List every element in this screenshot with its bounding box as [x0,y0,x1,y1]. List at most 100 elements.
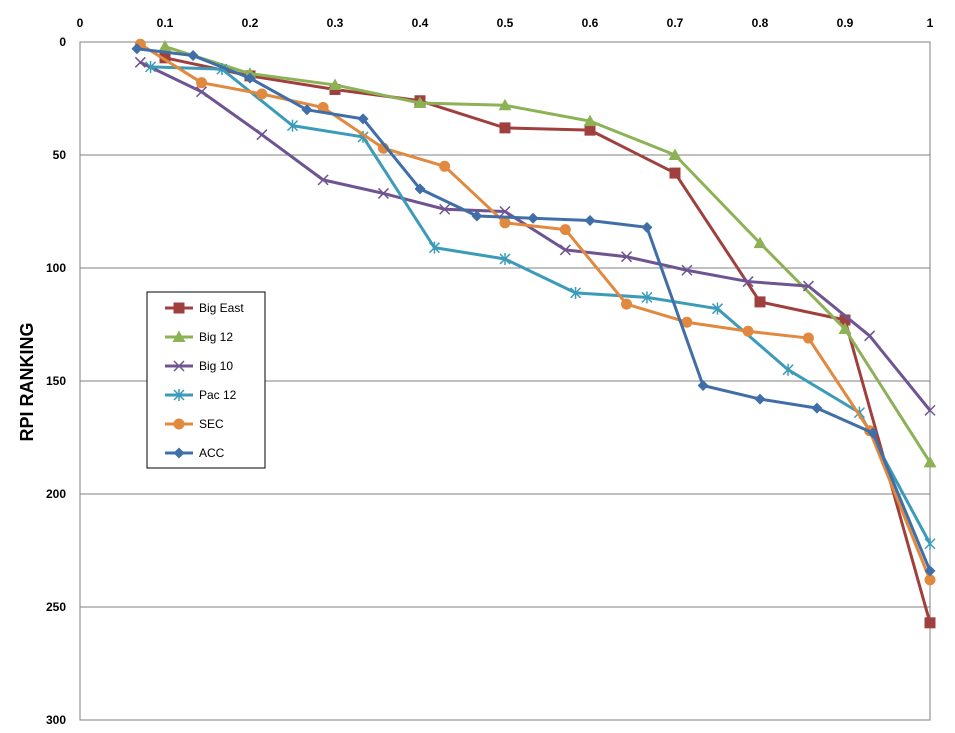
data-point-big-10 [499,205,511,218]
data-point-big-east [159,52,171,64]
series-line-pac-12 [150,65,932,545]
data-point-big-10 [681,264,693,276]
x-axis-tick-labels: 0 0.1 0.2 0.3 0.4 0.5 0.6 0.7 0.8 0.9 1 [77,16,934,30]
data-point-pac-12 [428,241,440,254]
legend-item-acc: ACC [165,446,225,460]
x-tick-label: 0.8 [752,16,769,30]
y-tick-label: 200 [46,487,66,501]
data-point-big-12 [583,114,597,127]
data-point-big-12 [158,40,172,52]
data-point-sec [256,88,268,100]
data-point-acc [697,380,709,392]
x-tick-label: 1 [927,16,934,30]
data-point-big-10 [134,56,146,68]
data-point-sec [196,77,208,89]
data-point-big-east [669,167,681,179]
data-point-big-10 [439,203,451,215]
data-point-sec [559,224,571,236]
x-tick-label: 0 [77,16,84,30]
series-line-big-12 [164,45,932,464]
data-point-big-10 [924,404,936,416]
x-tick-label: 0.6 [582,16,599,30]
legend-label: Pac 12 [199,388,237,402]
data-point-big-east [924,617,936,629]
series-acc [131,43,936,577]
data-point-acc [754,393,766,405]
data-point-big-10 [317,174,329,186]
legend-item-big-10: Big 10 [165,359,233,373]
y-tick-label: 0 [59,35,66,49]
data-point-big-12 [413,96,427,109]
data-point-sec [924,574,936,586]
legend-item-big-12: Big 12 [165,330,233,344]
data-point-acc [527,212,539,224]
data-point-sec [621,298,633,310]
legend-swatch-marker [173,418,185,430]
data-point-acc [414,183,426,195]
y-axis-label: RPI RANKING [17,322,37,441]
plot-area-frame [79,41,931,721]
x-tick-label: 0.5 [497,16,514,30]
data-point-acc [641,221,653,233]
data-point-acc [187,50,199,62]
y-tick-label: 50 [53,148,67,162]
x-tick-label: 0.2 [242,16,259,30]
y-axis-tick-labels: 0 50 100 150 200 250 300 [46,35,66,727]
data-point-big-10 [196,86,208,98]
legend-swatch-marker [173,447,185,459]
series-big-east [159,52,936,629]
series-line-sec [139,42,932,581]
legend-label: Big 10 [199,359,233,373]
series-big-12 [158,40,937,468]
legend-label: SEC [199,417,224,431]
data-point-acc [357,113,369,125]
legend-item-big-east: Big East [165,301,244,315]
legend-swatch-marker [173,302,185,314]
data-point-acc [471,210,483,222]
data-point-acc [301,104,313,116]
series-line-big-10 [139,60,932,412]
data-point-pac-12 [711,302,724,315]
data-point-pac-12 [499,252,511,265]
legend-item-sec: SEC [165,417,224,431]
legend-label: ACC [199,446,225,460]
data-point-pac-12 [641,291,653,304]
data-point-big-12 [668,148,682,160]
data-point-big-10 [742,276,754,288]
data-point-sec [681,316,693,328]
legend-label: Big 12 [199,330,233,344]
data-point-big-12 [328,78,342,90]
legend-swatch-marker [172,330,186,342]
data-point-big-east [499,122,511,134]
data-point-sec [802,332,814,344]
data-point-sec [742,325,754,337]
x-tick-label: 0.4 [412,16,429,30]
data-point-sec [439,160,451,172]
data-point-pac-12 [145,60,157,73]
data-point-sec [317,102,329,114]
data-point-acc [867,427,879,439]
legend-box [146,291,266,469]
y-tick-label: 150 [46,374,66,388]
data-point-acc [924,565,936,577]
legend-swatch-marker [173,360,185,372]
y-tick-label: 250 [46,600,66,614]
data-point-sec [499,217,511,229]
data-point-big-12 [923,455,937,468]
data-point-big-10 [256,129,268,141]
data-point-big-east [754,296,766,308]
legend: Big East Big 12 Big 10 Pac 12 SEC ACC [146,291,266,469]
data-point-big-12 [498,98,512,111]
data-point-big-12 [753,236,767,249]
data-point-big-east [584,124,596,136]
series-line-big-east [164,56,932,624]
series-sec [134,38,936,586]
legend-swatch-marker [173,389,185,401]
x-tick-label: 0.9 [837,16,854,30]
data-point-pac-12 [782,363,794,376]
data-point-big-10 [621,251,633,263]
data-point-big-12 [838,322,852,335]
legend-item-pac-12: Pac 12 [165,388,237,402]
y-tick-label: 300 [46,713,66,727]
data-point-pac-12 [924,537,936,550]
